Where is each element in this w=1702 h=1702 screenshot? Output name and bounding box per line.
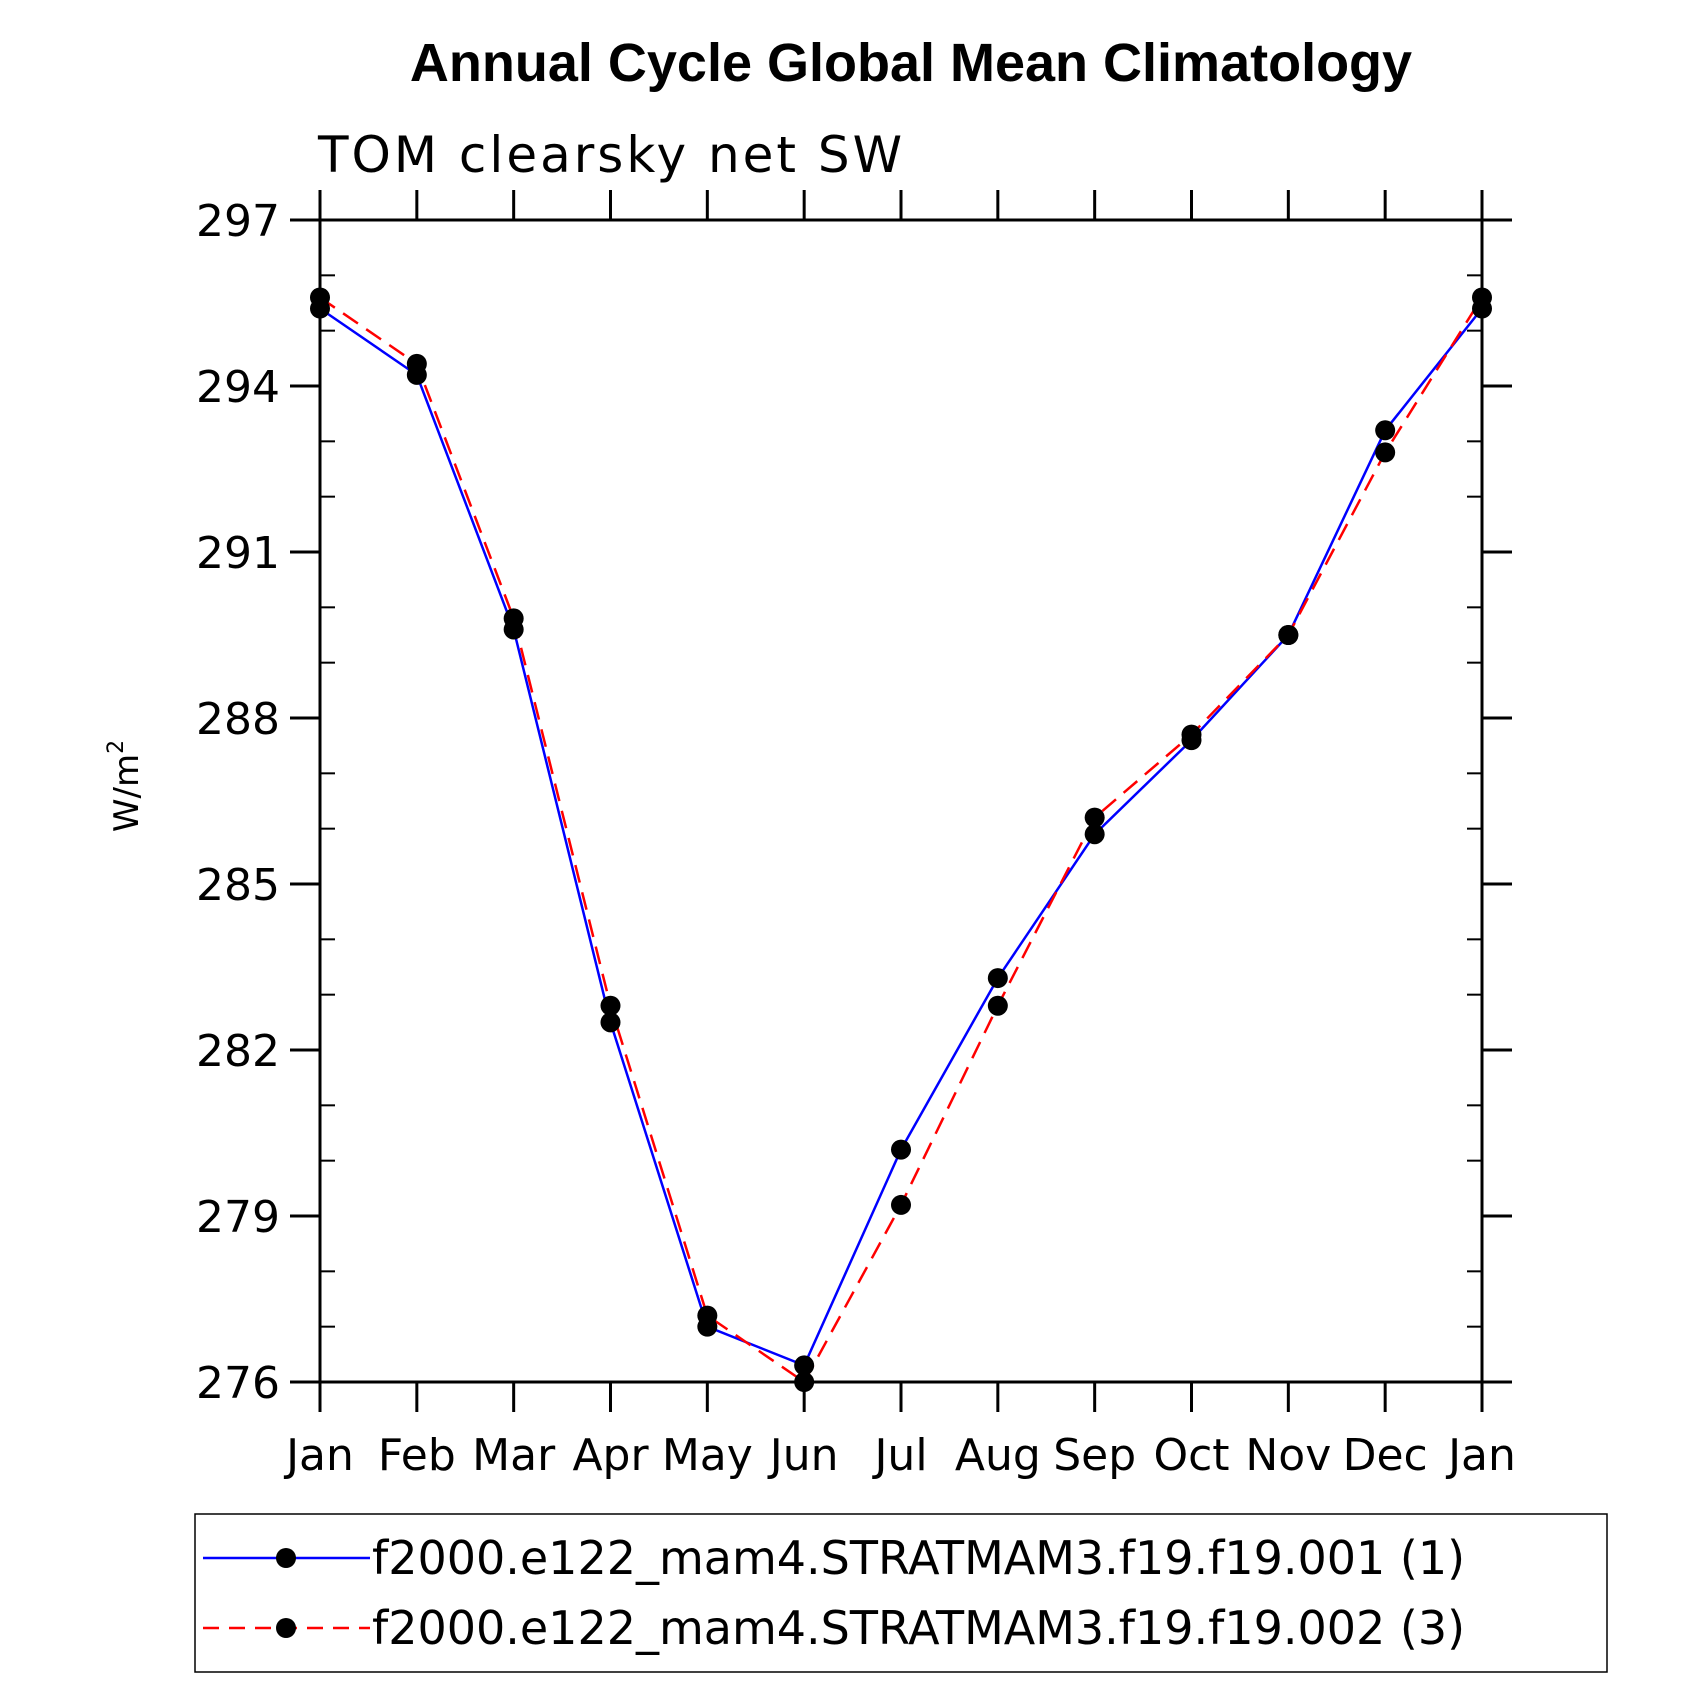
series-2-point [987, 995, 1008, 1016]
x-tick-label: Jan [1445, 1430, 1516, 1481]
x-tick-label: Jun [767, 1430, 839, 1481]
y-axis-label: W/m2 [104, 740, 147, 832]
y-tick-label: 294 [196, 362, 280, 413]
legend-box [194, 1513, 1608, 1673]
y-tick-label: 291 [196, 528, 280, 579]
series-1-point [1375, 420, 1396, 441]
y-axis-label-superscript: 2 [104, 740, 129, 754]
x-tick-label: Nov [1245, 1430, 1331, 1481]
series-2-point [1472, 287, 1492, 308]
chart-title: Annual Cycle Global Mean Climatology [410, 33, 1412, 93]
series-2-point [1181, 724, 1202, 745]
axes: Jan Feb Mar Apr May Jun Jul Aug Sep Oct Nov Dec Jan2… [196, 190, 1516, 1481]
legend-marker-series-2 [276, 1618, 296, 1638]
x-tick-label: Mar [472, 1430, 556, 1481]
y-tick-label: 276 [196, 1358, 280, 1409]
legend-label-series-2: f2000.e122_mam4.STRATMAM3.f19.f19.002 (3… [372, 1601, 1465, 1655]
x-tick-label: Dec [1343, 1430, 1428, 1481]
series-1-point [1084, 824, 1105, 845]
series-2-point [697, 1305, 718, 1326]
legend-marker-series-1 [276, 1548, 296, 1568]
series-1-point [987, 968, 1008, 989]
y-axis-label-text: W/m [107, 754, 147, 832]
x-tick-label: Apr [572, 1430, 649, 1481]
series-1-point [794, 1355, 815, 1376]
chart-subtitle: TOM clearsky net SW [317, 126, 905, 184]
x-tick-label: Aug [955, 1430, 1041, 1481]
legend: f2000.e122_mam4.STRATMAM3.f19.f19.001 (1… [194, 1513, 1608, 1673]
series-2-point [1278, 625, 1299, 645]
y-tick-label: 282 [196, 1026, 280, 1077]
y-tick-label: 285 [196, 860, 280, 911]
y-tick-label: 288 [196, 694, 280, 745]
series-2-point [1375, 442, 1396, 463]
legend-label-series-1: f2000.e122_mam4.STRATMAM3.f19.f19.001 (1… [372, 1531, 1465, 1585]
series-2-point [1084, 807, 1105, 828]
y-tick-label: 297 [196, 196, 280, 247]
x-tick-label: Oct [1153, 1430, 1229, 1481]
series-2-point [794, 1372, 815, 1392]
x-tick-label: May [662, 1430, 753, 1481]
svg-text:W/m2: W/m2 [104, 740, 147, 832]
series-2-point [503, 608, 524, 629]
x-tick-label: Jan [283, 1430, 354, 1481]
x-tick-label: Feb [378, 1430, 456, 1481]
series-2-point [310, 287, 330, 308]
series-1-point [891, 1139, 911, 1160]
series-line-2 [319, 296, 1484, 1384]
series-2-point [600, 995, 621, 1016]
x-tick-label: Jul [871, 1430, 927, 1481]
series [310, 287, 1492, 1392]
series-2-point [891, 1194, 911, 1215]
series-2-point [406, 353, 427, 374]
series-1-point [600, 1012, 621, 1033]
y-tick-label: 279 [196, 1192, 280, 1243]
x-tick-label: Sep [1053, 1430, 1136, 1481]
